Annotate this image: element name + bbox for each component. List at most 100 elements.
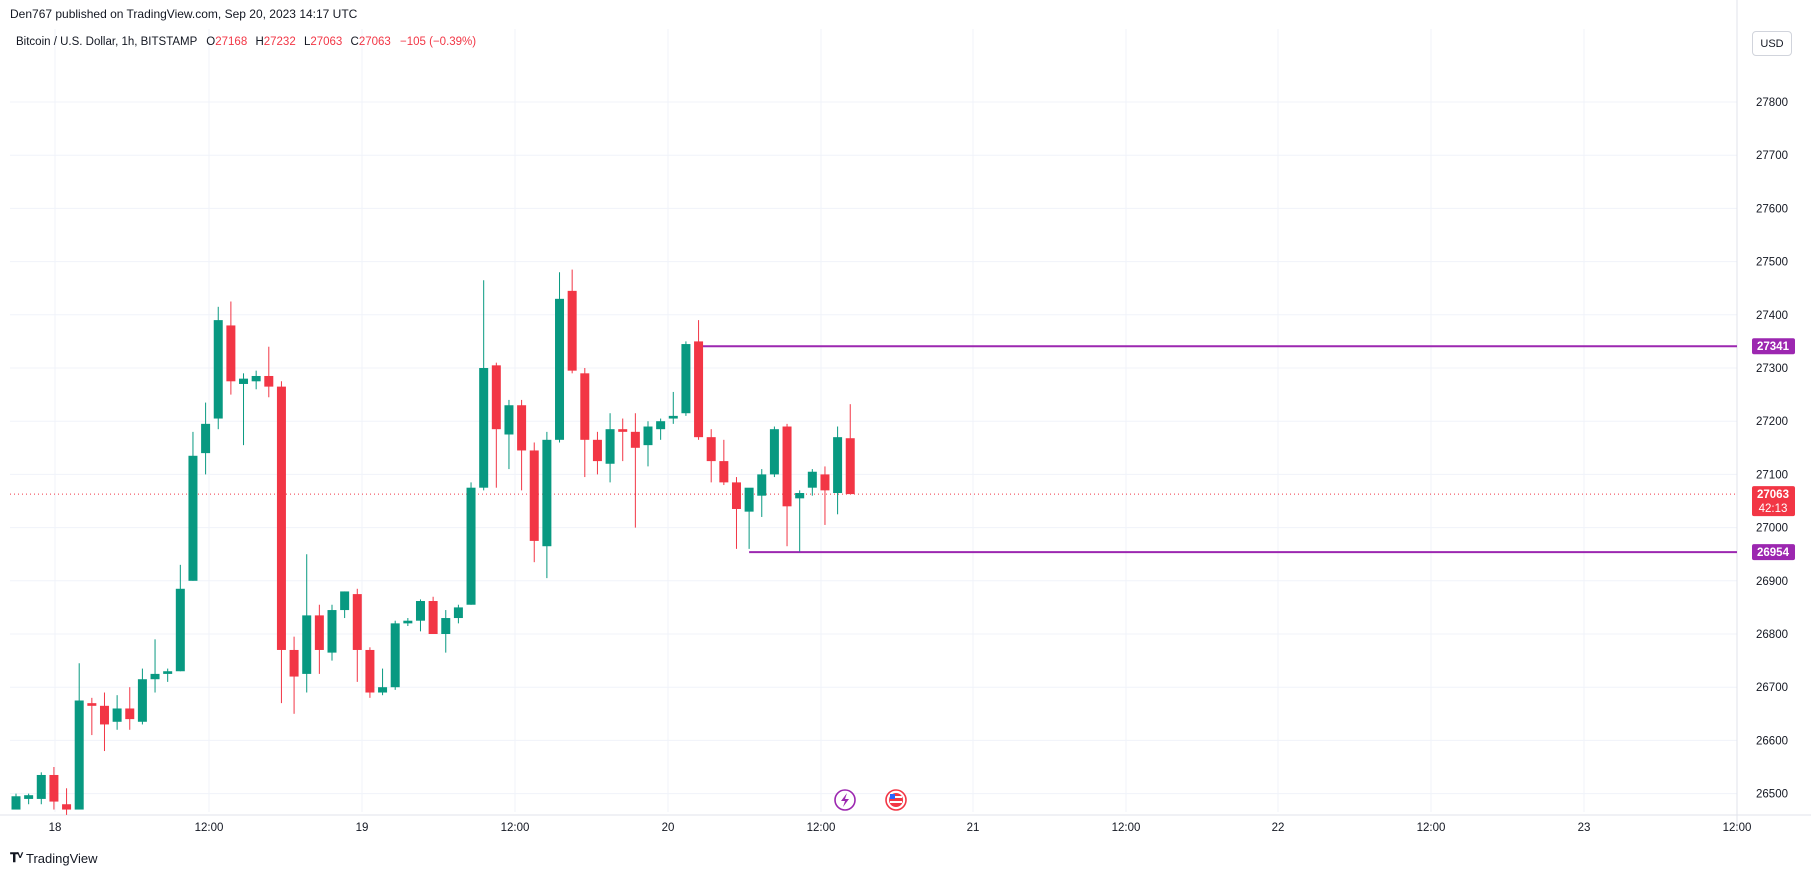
candle-body xyxy=(491,365,501,430)
y-tick-label: 26500 xyxy=(1756,789,1788,801)
candle-body xyxy=(656,421,666,430)
candle xyxy=(694,320,704,440)
x-tick-label: 12:00 xyxy=(501,822,530,834)
currency-button[interactable]: USD xyxy=(1752,31,1792,56)
candle-body xyxy=(833,437,843,494)
candle-body xyxy=(479,368,489,488)
candle-body xyxy=(264,375,274,387)
candle xyxy=(807,469,817,496)
y-tick-label: 27800 xyxy=(1756,97,1788,109)
low-value: 27063 xyxy=(310,36,342,48)
x-tick-label: 22 xyxy=(1272,822,1285,834)
candle xyxy=(441,610,451,653)
candle xyxy=(491,362,501,488)
candle xyxy=(352,588,362,682)
y-tick-label: 27600 xyxy=(1756,203,1788,215)
candle-body xyxy=(201,423,211,454)
x-tick-label: 12:00 xyxy=(195,822,224,834)
candle xyxy=(327,604,337,661)
level-badge-label: 27341 xyxy=(1757,341,1790,353)
candle-body xyxy=(517,405,527,451)
candle xyxy=(163,668,173,682)
candle xyxy=(213,306,223,430)
candle-body xyxy=(239,378,249,384)
candle-body xyxy=(694,341,704,438)
x-tick-label: 12:00 xyxy=(1723,822,1752,834)
level-badge xyxy=(1752,338,1795,355)
candle-body xyxy=(643,426,653,446)
candle xyxy=(74,663,84,810)
candle-body xyxy=(137,679,147,722)
candle xyxy=(681,341,691,416)
y-tick-label: 27500 xyxy=(1756,257,1788,269)
lightning-event-icon[interactable] xyxy=(834,789,856,811)
x-tick-label: 19 xyxy=(356,822,369,834)
candle xyxy=(529,442,539,563)
candle-body xyxy=(62,804,72,810)
candle-body xyxy=(340,591,350,611)
candle xyxy=(125,687,135,730)
candle-body xyxy=(415,601,425,621)
candle-body xyxy=(744,487,754,512)
x-tick-label: 12:00 xyxy=(1112,822,1141,834)
candle xyxy=(36,772,46,805)
x-tick-label: 23 xyxy=(1578,822,1591,834)
candle xyxy=(302,554,312,693)
candle-body xyxy=(706,437,716,462)
candle xyxy=(365,647,375,698)
candle xyxy=(99,692,109,752)
candle-body xyxy=(365,649,375,693)
candle xyxy=(340,591,350,619)
y-tick-label: 26900 xyxy=(1756,576,1788,588)
candle xyxy=(49,767,59,810)
x-tick-label: 18 xyxy=(49,822,62,834)
candles xyxy=(11,269,855,815)
high-label: H xyxy=(255,36,263,48)
candle-body xyxy=(782,426,792,507)
candle-body xyxy=(504,405,514,435)
x-tick-label: 12:00 xyxy=(1417,822,1446,834)
candle-body xyxy=(11,796,21,810)
level-badge-label: 26954 xyxy=(1757,547,1790,559)
candle-body xyxy=(618,429,628,432)
x-tick-label: 20 xyxy=(662,822,675,834)
axis-badges: 27341 26954 27063 42:13 xyxy=(1752,338,1795,561)
candle xyxy=(820,466,830,525)
candle-body xyxy=(403,620,413,624)
candle xyxy=(226,301,236,395)
candle xyxy=(251,370,261,390)
candle xyxy=(289,636,299,714)
y-tick-label: 27700 xyxy=(1756,150,1788,162)
candle-body xyxy=(605,429,615,464)
candle xyxy=(567,269,577,374)
candle xyxy=(833,426,843,515)
candle-body xyxy=(731,482,741,509)
candle xyxy=(643,421,653,467)
published-line: Den767 published on TradingView.com, Sep… xyxy=(10,7,358,21)
symbol-header: Bitcoin / U.S. Dollar, 1h, BITSTAMP O271… xyxy=(16,36,476,48)
y-tick-label: 26800 xyxy=(1756,629,1788,641)
candle-body xyxy=(352,594,362,650)
candle-body xyxy=(845,438,855,495)
candle-body xyxy=(36,774,46,799)
candle-body xyxy=(74,700,84,810)
candle xyxy=(112,695,122,730)
price-axis: 26500 26600 26700 26800 26900 27000 27100 27200… xyxy=(1756,97,1788,801)
candle-body xyxy=(125,708,135,720)
candle-body xyxy=(226,325,236,382)
candle xyxy=(618,418,628,462)
y-tick-label: 27200 xyxy=(1756,416,1788,428)
candle xyxy=(592,431,602,475)
candle xyxy=(744,487,754,549)
candle-body xyxy=(24,795,34,799)
tradingview-logo[interactable]: 𝐓ⱽ TradingView xyxy=(10,850,98,866)
y-tick-label: 27100 xyxy=(1756,469,1788,481)
symbol-label: Bitcoin / U.S. Dollar, 1h, BITSTAMP xyxy=(16,36,198,48)
candle xyxy=(403,618,413,627)
x-tick-label: 12:00 xyxy=(807,822,836,834)
us-flag-event-icon[interactable] xyxy=(885,789,907,811)
candle-body xyxy=(213,320,223,419)
close-value: 27063 xyxy=(359,36,391,48)
candle xyxy=(466,482,476,605)
